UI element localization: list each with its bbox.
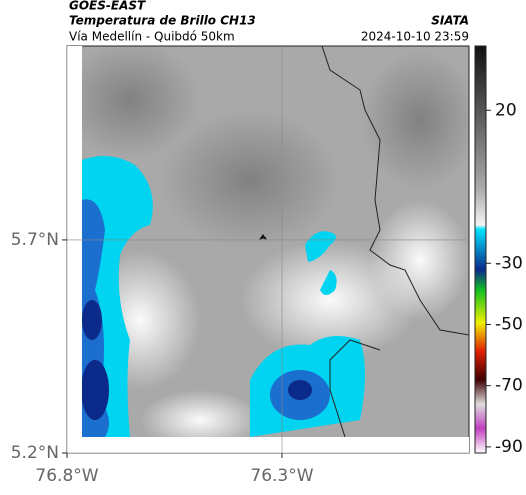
x-tick-label: 76.8°W [35, 466, 98, 486]
title: GOES-EAST [69, 0, 146, 13]
source: SIATA [431, 14, 469, 28]
axes: 76.8°W 76.3°W 5.2°N 5.7°N 20 -30 -50 -70 -90 [11, 46, 523, 486]
y-tick-label: 5.7°N [11, 230, 59, 250]
map-margin [82, 437, 469, 453]
colorbar [474, 45, 487, 454]
colorbar-tick-label: -70 [495, 376, 523, 396]
colorbar-tick-label: 20 [495, 100, 517, 120]
colorbar-tick-label: -30 [495, 253, 523, 273]
colorbar-tick-label: -50 [495, 314, 523, 334]
y-tick-label: 5.2°N [11, 443, 59, 463]
location-marker [259, 234, 267, 240]
timestamp: 2024-10-10 23:59 [361, 30, 469, 44]
subtitle: Temperatura de Brillo CH13 [69, 14, 256, 28]
route: Vía Medellín - Quibdó 50km [69, 30, 235, 44]
colorbar-tick-label: -90 [495, 437, 523, 457]
map-margin [67, 46, 82, 453]
satellite-image [82, 46, 469, 437]
x-tick-label: 76.3°W [250, 466, 313, 486]
